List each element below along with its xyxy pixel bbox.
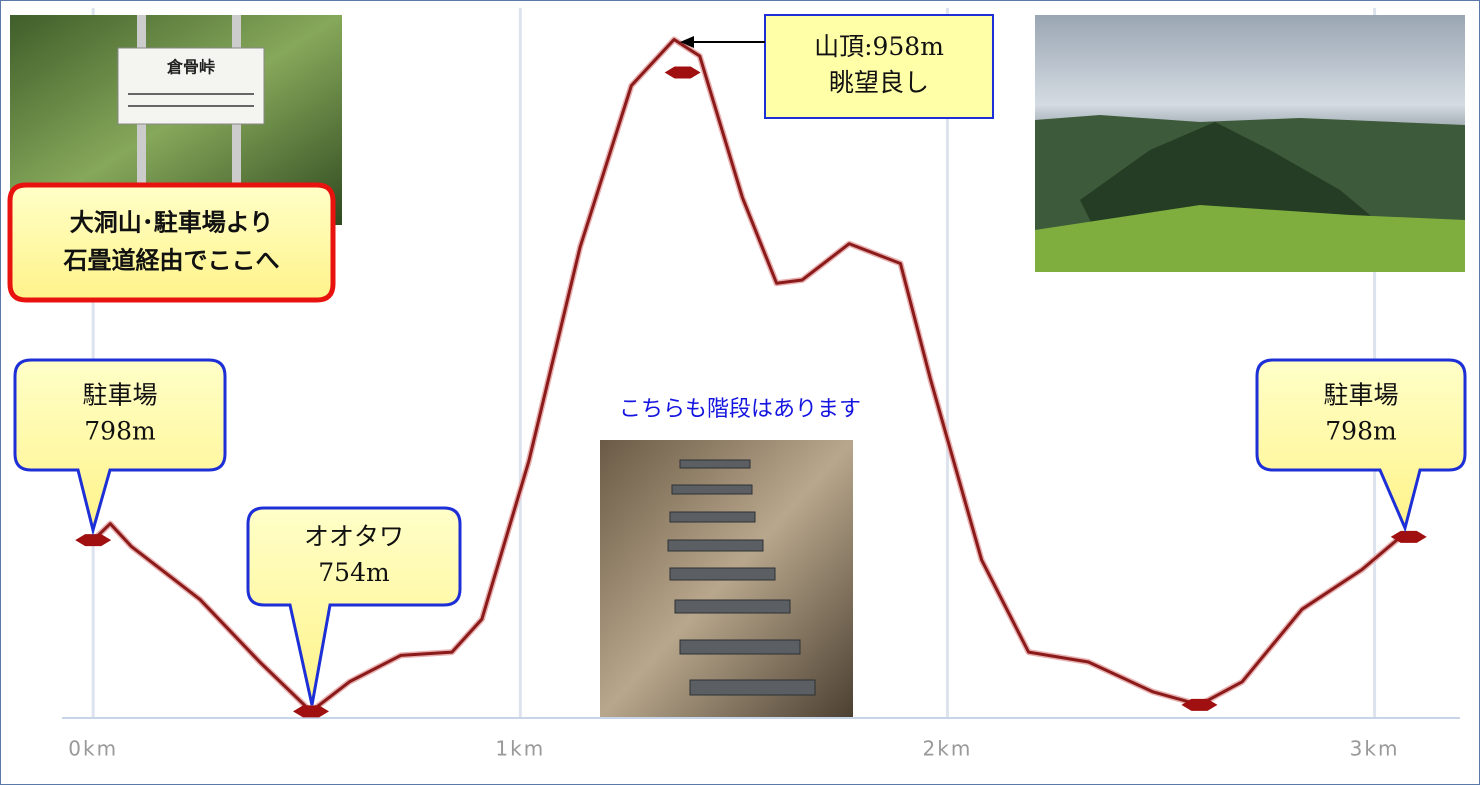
waypoint — [664, 66, 701, 79]
callout-box — [1255, 358, 1467, 533]
photo-summit-view — [1035, 15, 1465, 272]
callout-text: 大洞山･駐車場より — [70, 209, 274, 237]
callout-text: 駐車場 — [82, 381, 157, 410]
callout-text: 眺望良し — [829, 68, 929, 97]
sign-text: 倉骨峠 — [166, 58, 215, 77]
waypoint — [75, 534, 112, 547]
callout-box — [7, 182, 336, 303]
callout-text: オオタワ — [304, 522, 404, 551]
waypoint — [1390, 530, 1427, 543]
x-tick-label: 1km — [495, 737, 545, 761]
callout-text: 798m — [84, 417, 156, 446]
callout-text: 駐車場 — [1323, 381, 1398, 410]
elevation-line — [92, 38, 1406, 713]
callout-box — [246, 506, 462, 706]
arrow-head — [680, 36, 694, 48]
callout-text: 山頂:958m — [814, 32, 944, 61]
callout-box — [13, 358, 227, 536]
x-tick-label: 0km — [68, 737, 118, 761]
callout-text: 798m — [1325, 417, 1397, 446]
callout-box — [764, 14, 994, 119]
plot: 0km 1km 2km 3km — [68, 36, 1427, 761]
callout-text: 石畳道経由でここへ — [63, 247, 280, 275]
stairs-caption: こちらも階段はあります — [619, 397, 861, 422]
callout-text: 754m — [318, 558, 390, 587]
x-tick-label: 2km — [923, 737, 973, 761]
waypoint — [1181, 698, 1218, 711]
x-tick-label: 3km — [1350, 737, 1400, 761]
waypoint — [293, 705, 330, 718]
photo-stairs — [600, 440, 853, 717]
